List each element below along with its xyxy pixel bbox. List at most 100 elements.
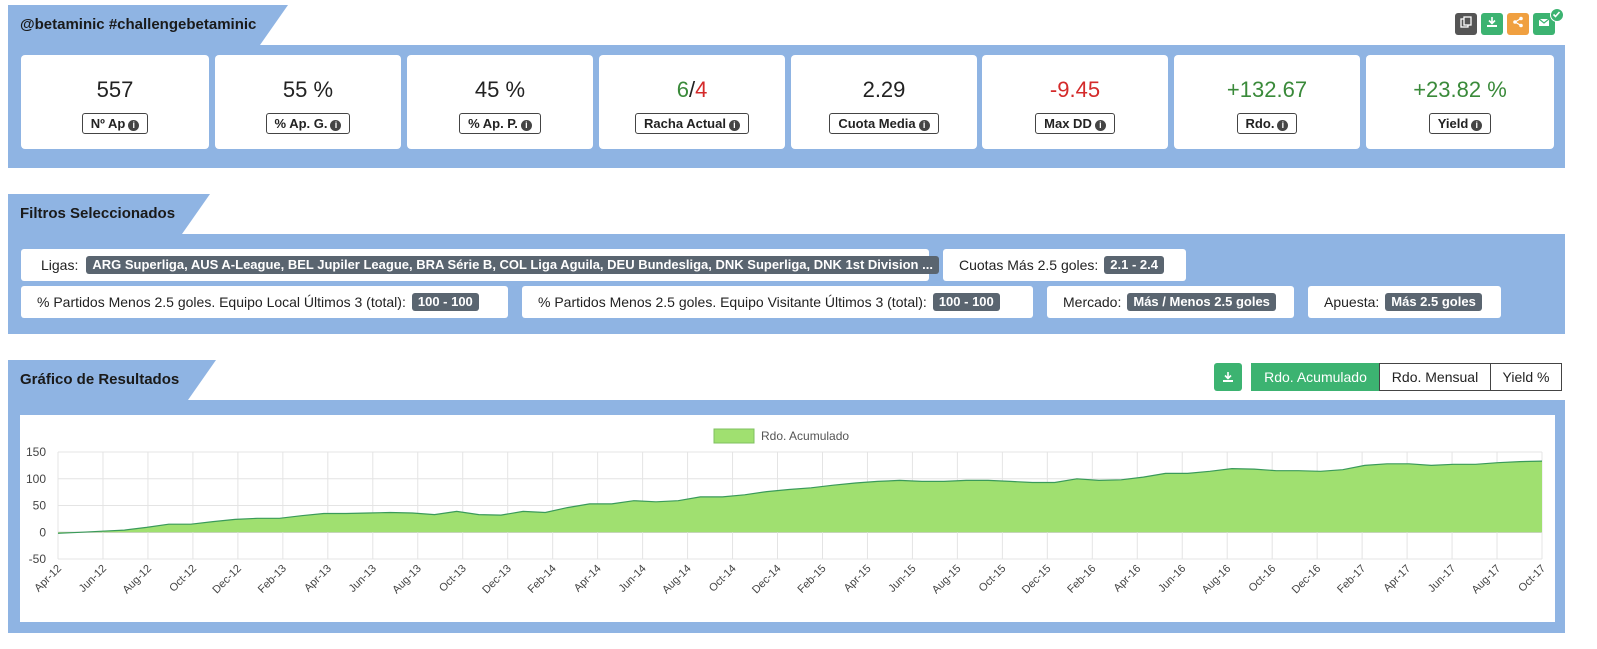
- x-tick-label: Aug-16: [1200, 563, 1234, 597]
- series-line-rdo-acumulado: [57, 460, 1543, 534]
- filter-label: Apuesta:: [1324, 294, 1380, 310]
- filter-label: Cuotas Más 2.5 goles:: [959, 257, 1099, 273]
- filter-ligas: Ligas: ARG Superliga, AUS A-League, BEL J…: [21, 249, 939, 281]
- stat-value: 55 %: [282, 77, 334, 102]
- info-icon: i: [330, 120, 342, 131]
- info-icon: i: [728, 120, 740, 131]
- stat-label: % Ap. G.: [274, 116, 328, 131]
- y-axis-ticks: 150 100 50 0 -50: [26, 445, 46, 566]
- share-icon[interactable]: [1507, 13, 1529, 35]
- x-tick-label: Dec-16: [1290, 563, 1324, 597]
- x-axis-ticks: Apr-12 Jun-12 Aug-12 Oct-12 Dec-12 Feb-13 Apr-…: [32, 563, 1548, 597]
- chart-title: Gráfico de Resultados: [20, 371, 180, 388]
- x-tick-label: Dec-12: [210, 563, 244, 597]
- header-title-tab: @betaminic #challengebetaminic: [8, 5, 288, 45]
- stat-card-yield: +23.82 % Yield i: [1366, 55, 1554, 149]
- chart-download-button[interactable]: [1214, 363, 1242, 391]
- filter-label: Ligas:: [41, 257, 79, 273]
- stat-value: +132.67: [1226, 77, 1308, 102]
- x-tick-label: Apr-14: [572, 563, 604, 595]
- y-tick-label: 150: [26, 445, 46, 459]
- x-tick-label: Oct-15: [977, 563, 1009, 595]
- stat-card-ap-g: 55 % % Ap. G. i: [215, 55, 401, 149]
- y-tick-label: 100: [26, 472, 46, 486]
- x-tick-label: Apr-16: [1112, 563, 1144, 595]
- stat-label: Yield: [1437, 116, 1469, 131]
- copy-icon[interactable]: [1455, 13, 1477, 35]
- filter-value: ARG Superliga, AUS A-League, BEL Jupiler…: [86, 256, 939, 274]
- area-fill-rdo-acumulado: [58, 461, 1542, 534]
- stat-label: Racha Actual: [644, 116, 726, 131]
- chart-legend: Rdo. Acumulado: [713, 428, 849, 444]
- streak-losses: 4: [695, 77, 708, 102]
- stat-card-cuota: 2.29 Cuota Media i: [791, 55, 977, 149]
- stat-value: -9.45: [1049, 77, 1101, 102]
- stat-label-button[interactable]: Nº Ap i: [81, 113, 149, 134]
- x-tick-label: Feb-15: [795, 563, 828, 596]
- stat-value: 2.29: [862, 77, 906, 102]
- x-tick-label: Feb-14: [526, 563, 559, 596]
- x-tick-label: Jun-12: [77, 563, 109, 595]
- stat-card-num-ap: 557 Nº Ap i: [21, 55, 209, 149]
- stat-label-button[interactable]: Cuota Media i: [829, 113, 939, 134]
- stat-label-button[interactable]: % Ap. G. i: [265, 113, 351, 134]
- results-area-chart: 150 100 50 0 -50 Apr-12 Jun-12 Aug-12 Oct-12 Dec…: [26, 428, 1548, 597]
- x-tick-label: Jun-13: [347, 563, 379, 595]
- legend-label: Rdo. Acumulado: [761, 429, 849, 443]
- stat-label-button[interactable]: Yield i: [1428, 113, 1492, 134]
- stat-card-racha: 6/4 Racha Actual i: [599, 55, 785, 149]
- tab-rdo-mensual[interactable]: Rdo. Mensual: [1379, 363, 1491, 391]
- x-tick-label: Oct-14: [707, 563, 739, 595]
- x-tick-label: Jun-15: [886, 563, 918, 595]
- filter-label: % Partidos Menos 2.5 goles. Equipo Local…: [37, 294, 406, 310]
- download-icon[interactable]: [1481, 13, 1503, 35]
- x-tick-label: Dec-14: [750, 563, 784, 597]
- stat-card-rdo: +132.67 Rdo. i: [1174, 55, 1360, 149]
- info-icon: i: [520, 120, 532, 131]
- info-icon: i: [1471, 120, 1483, 131]
- filter-cuotas: Cuotas Más 2.5 goles: 2.1 - 2.4: [943, 249, 1186, 281]
- stat-value: 6/4: [599, 77, 785, 105]
- x-tick-label: Aug-17: [1470, 563, 1504, 597]
- filter-label: % Partidos Menos 2.5 goles. Equipo Visit…: [538, 294, 927, 310]
- x-tick-label: Dec-15: [1020, 563, 1054, 597]
- streak-wins: 6: [676, 77, 689, 102]
- legend-swatch: [713, 428, 755, 444]
- x-tick-label: Feb-16: [1065, 563, 1098, 596]
- header-title: @betaminic #challengebetaminic: [20, 16, 257, 33]
- stat-label: Cuota Media: [838, 116, 916, 131]
- filter-visitante: % Partidos Menos 2.5 goles. Equipo Visit…: [522, 286, 1033, 318]
- x-tick-label: Oct-17: [1516, 563, 1548, 595]
- tab-yield[interactable]: Yield %: [1490, 363, 1562, 391]
- x-tick-label: Oct-12: [167, 563, 199, 595]
- stat-label: % Ap. P.: [468, 116, 518, 131]
- filters-title: Filtros Seleccionados: [20, 205, 176, 222]
- x-tick-label: Aug-12: [120, 563, 154, 597]
- stat-label-button[interactable]: Racha Actual i: [635, 113, 749, 134]
- filter-value: Más / Menos 2.5 goles: [1127, 293, 1276, 311]
- y-tick-label: 0: [39, 525, 46, 539]
- chart-area: [57, 460, 1543, 534]
- chart-container: 150 100 50 0 -50 Apr-12 Jun-12 Aug-12 Oct-12 Dec…: [20, 415, 1555, 622]
- stats-panel: 557 Nº Ap i 55 % % Ap. G. i 45 % % Ap. P. i…: [8, 45, 1565, 168]
- x-tick-label: Apr-15: [842, 563, 874, 595]
- stat-label: Rdo.: [1245, 116, 1275, 131]
- info-icon: i: [128, 120, 140, 131]
- stat-label-button[interactable]: Max DD i: [1035, 113, 1115, 134]
- filter-value: 100 - 100: [411, 293, 479, 311]
- streak-separator: /: [688, 77, 696, 102]
- stat-label: Max DD: [1044, 116, 1092, 131]
- filter-value: 100 - 100: [932, 293, 1000, 311]
- x-tick-label: Apr-12: [32, 563, 64, 595]
- stat-label-button[interactable]: % Ap. P. i: [459, 113, 541, 134]
- filter-mercado: Mercado: Más / Menos 2.5 goles: [1047, 286, 1294, 318]
- x-tick-label: Apr-17: [1381, 563, 1413, 595]
- filter-value: Más 2.5 goles: [1385, 293, 1482, 311]
- x-tick-label: Oct-16: [1246, 563, 1278, 595]
- stat-label-button[interactable]: Rdo. i: [1236, 113, 1298, 134]
- tab-rdo-acumulado[interactable]: Rdo. Acumulado: [1251, 363, 1380, 391]
- mail-icon[interactable]: [1533, 13, 1555, 35]
- stat-card-ap-p: 45 % % Ap. P. i: [407, 55, 593, 149]
- x-tick-label: Aug-14: [660, 563, 694, 597]
- filter-apuesta: Apuesta: Más 2.5 goles: [1308, 286, 1501, 318]
